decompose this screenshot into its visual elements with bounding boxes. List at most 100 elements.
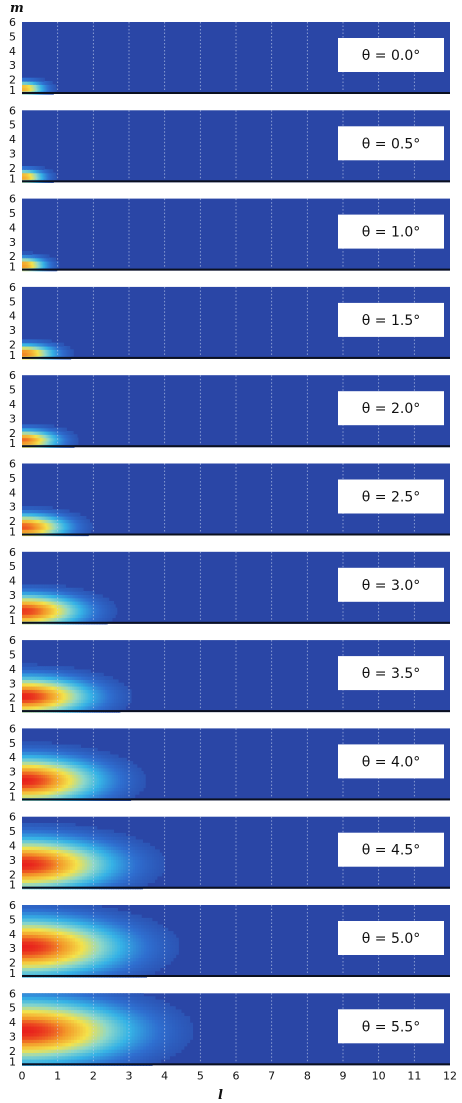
heat-cell (41, 261, 44, 265)
heat-cell (25, 424, 28, 429)
heat-cell (53, 172, 55, 177)
heat-cell (62, 601, 65, 605)
heat-cell (57, 699, 60, 704)
heat-cell (44, 352, 46, 357)
heat-cell (23, 81, 25, 85)
heat-cell (74, 767, 77, 772)
heat-cell (26, 832, 30, 837)
heat-cell (78, 780, 82, 785)
heat-cell (62, 679, 66, 684)
heat-cell (60, 879, 64, 883)
heat-cell (44, 607, 47, 612)
heat-cell (49, 257, 51, 262)
heat-cell (76, 774, 79, 779)
heat-cell (44, 440, 46, 445)
heat-cell (57, 774, 61, 779)
heat-cell (30, 339, 33, 344)
heat-cell (50, 522, 53, 527)
heat-cell (134, 767, 138, 772)
heat-cell (54, 607, 57, 612)
heat-cell (44, 669, 47, 674)
heat-cell (51, 176, 53, 180)
heat-cell (45, 84, 47, 89)
heat-cell (60, 346, 63, 350)
heat-cell (62, 440, 65, 445)
heat-cell (36, 512, 39, 517)
heat-cell (22, 77, 24, 82)
heat-cell (22, 166, 24, 170)
heat-cell (78, 744, 82, 749)
heat-cell (99, 672, 102, 677)
heat-cell (45, 437, 47, 442)
heat-cell (82, 846, 86, 850)
heat-cell (40, 702, 43, 707)
heat-cell (43, 264, 46, 269)
heat-cell (46, 169, 48, 174)
heat-cell (74, 597, 78, 602)
heat-cell (35, 509, 38, 514)
heat-cell (55, 261, 57, 265)
heat-cell (24, 869, 28, 874)
heat-cell (37, 81, 39, 85)
heat-cell (120, 790, 123, 795)
heat-cell (22, 771, 25, 775)
heat-cell (58, 852, 62, 857)
heat-cell (116, 695, 119, 700)
heat-cell (43, 826, 47, 831)
heat-cell (49, 751, 52, 756)
heat-cell (38, 257, 40, 262)
heat-cell (39, 169, 41, 174)
heat-cell (29, 679, 32, 684)
heat-cell (34, 257, 37, 262)
heat-cell (65, 859, 69, 864)
heat-cell (88, 764, 92, 769)
heat-cell (62, 879, 66, 883)
heat-cell (103, 682, 106, 687)
heat-cell (37, 169, 39, 174)
heat-cell (84, 679, 88, 684)
heat-cell (74, 617, 78, 622)
heat-cell (22, 744, 25, 749)
heat-cell (62, 672, 66, 677)
heat-cell (89, 832, 93, 837)
heat-cell (53, 764, 56, 769)
heat-cell (30, 342, 33, 347)
heat-cell (53, 695, 56, 700)
heat-cell (54, 261, 56, 265)
heat-cell (38, 692, 42, 697)
heat-cell (77, 692, 80, 697)
heat-cell (30, 352, 33, 357)
heat-cell (80, 751, 84, 756)
heat-cell (53, 747, 56, 752)
heat-cell (79, 826, 83, 831)
heat-cell (48, 81, 50, 85)
heat-cell (117, 689, 121, 694)
heat-cell (79, 686, 82, 690)
heat-cell (30, 525, 33, 530)
heat-cell (46, 437, 48, 442)
heat-cell (24, 264, 26, 269)
heat-cell (68, 434, 70, 439)
heat-cell (134, 787, 138, 792)
heat-cell (59, 744, 63, 749)
heat-cell (127, 689, 130, 694)
heat-cell (111, 774, 115, 779)
heat-cell (47, 81, 49, 85)
heat-cell (114, 692, 117, 697)
heat-cell (101, 686, 104, 690)
heat-cell (97, 787, 100, 792)
heat-cell (55, 509, 58, 514)
heat-cell (49, 741, 52, 746)
heat-cell (32, 519, 35, 524)
heat-cell (92, 686, 95, 690)
y-tick-label: 4 (9, 575, 16, 588)
heat-cell (31, 81, 33, 85)
heat-cell (37, 87, 39, 92)
heat-cell (77, 862, 81, 867)
heat-cell (84, 826, 88, 831)
heat-cell (120, 764, 123, 769)
heat-cell (34, 761, 38, 765)
heat-cell (65, 346, 67, 350)
heat-cell (51, 440, 54, 445)
heat-cell (62, 852, 66, 857)
